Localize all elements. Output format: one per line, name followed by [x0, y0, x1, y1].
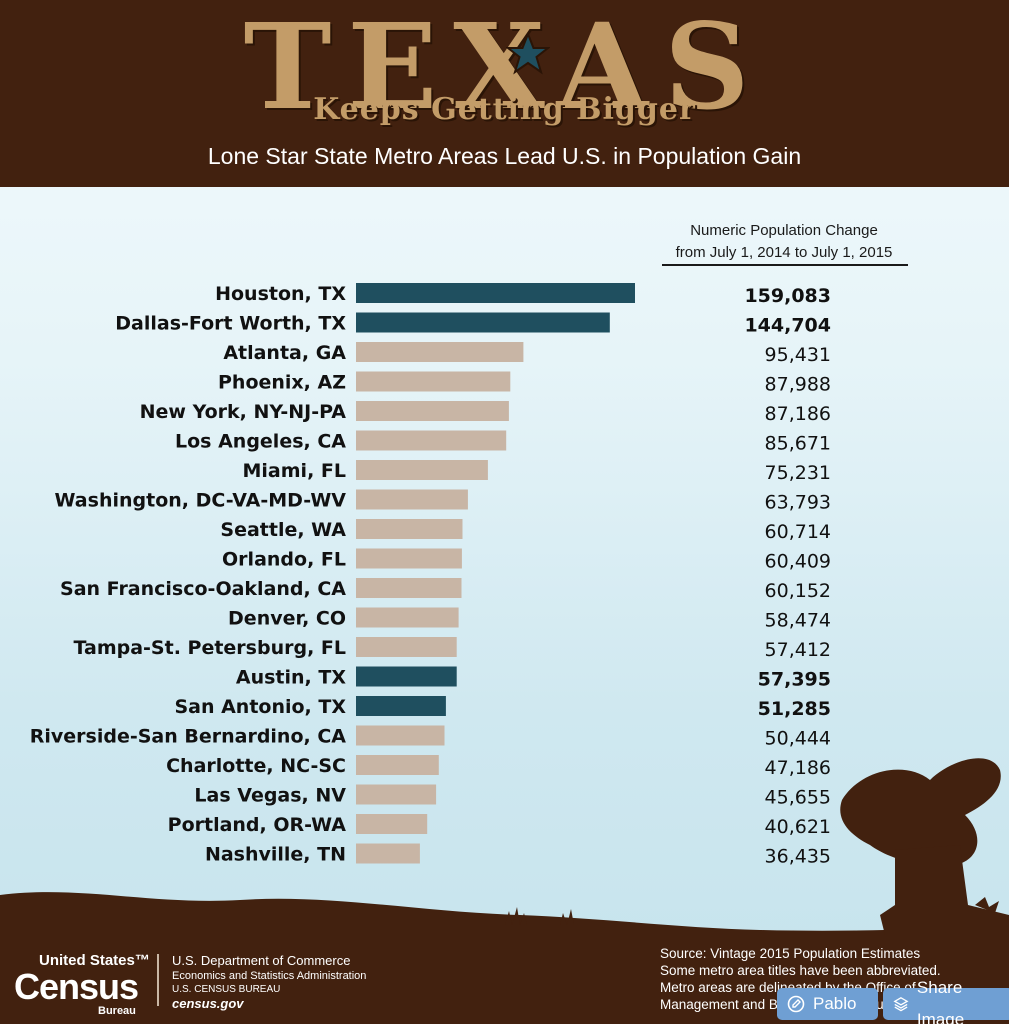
category-label: Riverside-San Bernardino, CA	[30, 726, 347, 748]
value-label: 85,671	[765, 433, 831, 455]
bar-16	[356, 755, 439, 775]
value-label: 87,988	[765, 374, 831, 396]
value-label: 57,412	[765, 639, 831, 661]
bar-7	[356, 489, 468, 510]
category-label: Portland, OR-WA	[168, 814, 347, 836]
header-banner: TEXAS Keeps Getting Bigger Lone Star Sta…	[0, 0, 1009, 187]
category-label: Washington, DC-VA-MD-WV	[55, 490, 347, 512]
census-logo-bureau: Bureau	[98, 1005, 136, 1017]
census-logo: United States™ Census Bureau	[14, 952, 150, 1017]
category-label: Austin, TX	[236, 667, 346, 689]
grass-tuft	[560, 909, 574, 925]
category-label: Miami, FL	[243, 460, 346, 482]
category-label: New York, NY-NJ-PA	[140, 401, 347, 423]
bar-18	[356, 814, 428, 834]
value-label: 87,186	[765, 403, 831, 425]
value-label: 75,231	[765, 462, 831, 484]
category-label: Atlanta, GA	[223, 342, 346, 364]
value-column-heading-line2: from July 1, 2014 to July 1, 2015	[675, 244, 893, 261]
bar-1	[356, 312, 610, 333]
cowboy-boot	[880, 845, 1009, 935]
category-label: Charlotte, NC-SC	[166, 755, 346, 777]
category-label: Seattle, WA	[220, 519, 346, 541]
category-label: Dallas-Fort Worth, TX	[115, 313, 346, 335]
census-logo-top: United States™	[39, 952, 150, 969]
category-label: Las Vegas, NV	[194, 785, 346, 807]
share-image-button[interactable]: Share Image	[883, 978, 1009, 1024]
share-image-button-label: Share Image	[916, 978, 965, 1024]
value-label: 50,444	[765, 728, 831, 750]
value-label: 58,474	[765, 610, 831, 632]
value-label: 45,655	[765, 787, 831, 809]
spur	[975, 897, 999, 913]
bar-11	[356, 607, 459, 628]
value-label: 36,435	[765, 846, 831, 868]
layers-icon	[893, 997, 909, 1012]
bar-8	[356, 519, 463, 539]
category-label: Orlando, FL	[222, 549, 346, 571]
category-label: Phoenix, AZ	[218, 372, 346, 394]
value-label: 63,793	[765, 492, 831, 514]
department-block: U.S. Department of Commerce Economics an…	[172, 953, 366, 1011]
bar-15	[356, 725, 445, 746]
department-line3: U.S. CENSUS BUREAU	[172, 984, 281, 995]
bar-4	[356, 401, 509, 421]
category-label: Nashville, TN	[205, 844, 346, 866]
value-label: 144,704	[744, 315, 831, 337]
bar-2	[356, 342, 524, 362]
main-title: TEXAS	[243, 0, 766, 136]
grass-tuft	[505, 907, 527, 925]
category-label: San Antonio, TX	[174, 696, 346, 718]
value-label: 159,083	[744, 285, 831, 307]
bar-0	[356, 283, 635, 303]
population-bar-chart: Houston, TX 159,083 Dallas-Fort Worth, TX 1…	[30, 283, 831, 868]
pablo-button[interactable]: Pablo	[777, 988, 878, 1020]
census-logo-trademark: ™	[134, 952, 150, 969]
heading-underline	[662, 264, 908, 266]
value-label: 57,395	[758, 669, 831, 691]
category-label: Houston, TX	[215, 283, 346, 305]
value-column-heading-line1: Numeric Population Change	[690, 222, 878, 239]
value-label: 60,714	[765, 521, 831, 543]
category-label: Tampa-St. Petersburg, FL	[73, 637, 346, 659]
value-label: 47,186	[765, 757, 831, 779]
subtitle: Lone Star State Metro Areas Lead U.S. in…	[207, 143, 802, 169]
category-label: San Francisco-Oakland, CA	[60, 578, 346, 600]
bar-9	[356, 548, 462, 569]
bar-3	[356, 371, 511, 392]
pablo-button-label: Pablo	[813, 994, 857, 1013]
bar-17	[356, 784, 437, 805]
tagline: Keeps Getting Bigger	[313, 92, 696, 127]
census-logo-word: Census	[14, 966, 139, 1007]
bar-13	[356, 666, 457, 687]
census-website[interactable]: census.gov	[172, 996, 244, 1011]
bar-6	[356, 460, 488, 480]
bar-10	[356, 578, 462, 598]
category-label: Los Angeles, CA	[175, 431, 346, 453]
cowboy-hat	[840, 758, 1001, 867]
source-line2: Some metro area titles have been abbrevi…	[660, 963, 941, 978]
value-label: 51,285	[758, 698, 831, 720]
category-label: Denver, CO	[228, 608, 346, 630]
department-line2: Economics and Statistics Administration	[172, 970, 367, 982]
value-column-heading: Numeric Population Change from July 1, 2…	[660, 220, 908, 264]
value-label: 60,409	[765, 551, 831, 573]
footer-divider	[157, 954, 159, 1006]
source-line1: Source: Vintage 2015 Population Estimate…	[660, 946, 921, 961]
value-label: 60,152	[765, 580, 831, 602]
bar-12	[356, 637, 457, 657]
value-label: 95,431	[765, 344, 831, 366]
value-label: 40,621	[765, 816, 831, 838]
title-block: TEXAS Keeps Getting Bigger	[0, 2, 1009, 132]
ground-shape	[0, 892, 1009, 1024]
bar-5	[356, 430, 507, 451]
bar-19	[356, 843, 420, 864]
department-line1: U.S. Department of Commerce	[172, 953, 351, 968]
star-icon	[506, 32, 550, 75]
bar-14	[356, 696, 446, 716]
pablo-icon	[787, 995, 805, 1013]
